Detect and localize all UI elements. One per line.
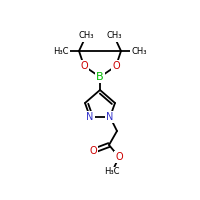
- Text: CH₃: CH₃: [106, 31, 122, 40]
- Text: O: O: [112, 61, 120, 71]
- Text: O: O: [89, 146, 97, 156]
- Text: O: O: [80, 61, 88, 71]
- Text: N: N: [106, 112, 114, 122]
- Text: CH₃: CH₃: [131, 46, 147, 55]
- Text: B: B: [96, 72, 104, 82]
- Text: N: N: [86, 112, 94, 122]
- Text: H₃C: H₃C: [104, 168, 120, 176]
- Text: H₃C: H₃C: [53, 46, 69, 55]
- Text: O: O: [115, 152, 123, 162]
- Text: CH₃: CH₃: [78, 31, 94, 40]
